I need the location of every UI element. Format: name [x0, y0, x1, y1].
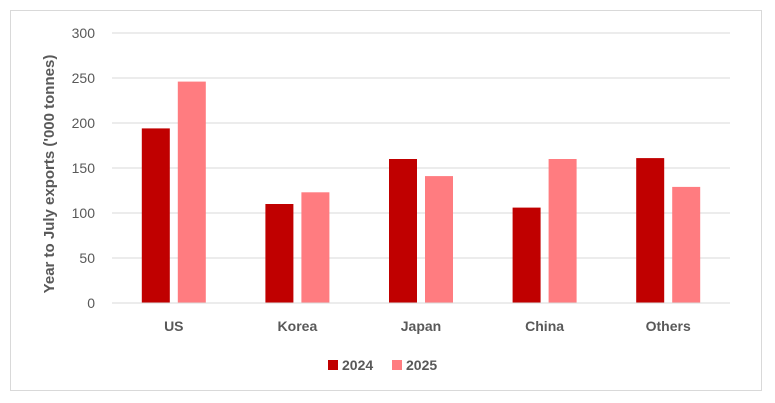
y-tick-label: 100 — [72, 205, 96, 221]
bar-2025-japan — [425, 176, 453, 303]
y-tick-label: 50 — [79, 250, 95, 266]
x-category-label: Korea — [278, 318, 318, 334]
x-category-label: US — [164, 318, 183, 334]
legend-label-2025: 2025 — [406, 357, 437, 373]
bar-2024-us — [141, 128, 170, 303]
bars — [141, 81, 701, 303]
y-tick-label: 0 — [87, 295, 95, 311]
y-tick-label: 150 — [72, 160, 96, 176]
x-category-label: Others — [646, 318, 691, 334]
y-tick-label: 300 — [72, 25, 96, 41]
legend-swatch-2024 — [328, 360, 338, 370]
legend-swatch-2025 — [392, 360, 402, 370]
bar-2024-korea — [265, 204, 294, 303]
y-tick-label: 200 — [72, 115, 96, 131]
x-category-label: China — [525, 318, 564, 334]
bar-2025-us — [177, 81, 206, 303]
legend-label-2024: 2024 — [342, 357, 373, 373]
bar-2024-others — [636, 158, 665, 303]
bar-2024-japan — [389, 159, 417, 303]
y-axis-ticks: 0 50 100 150 200 250 300 — [72, 25, 96, 311]
gridlines — [112, 32, 730, 259]
bar-2025-korea — [301, 192, 330, 303]
x-axis-categories: US Korea Japan China Others — [164, 318, 691, 334]
y-tick-label: 250 — [72, 70, 96, 86]
y-axis-label: Year to July exports ('000 tonnes) — [41, 55, 58, 294]
bar-2024-china — [512, 207, 541, 303]
x-category-label: Japan — [401, 318, 441, 334]
bar-2025-others — [672, 186, 701, 303]
bar-2025-china — [548, 159, 577, 303]
legend: 2024 2025 — [328, 357, 437, 373]
